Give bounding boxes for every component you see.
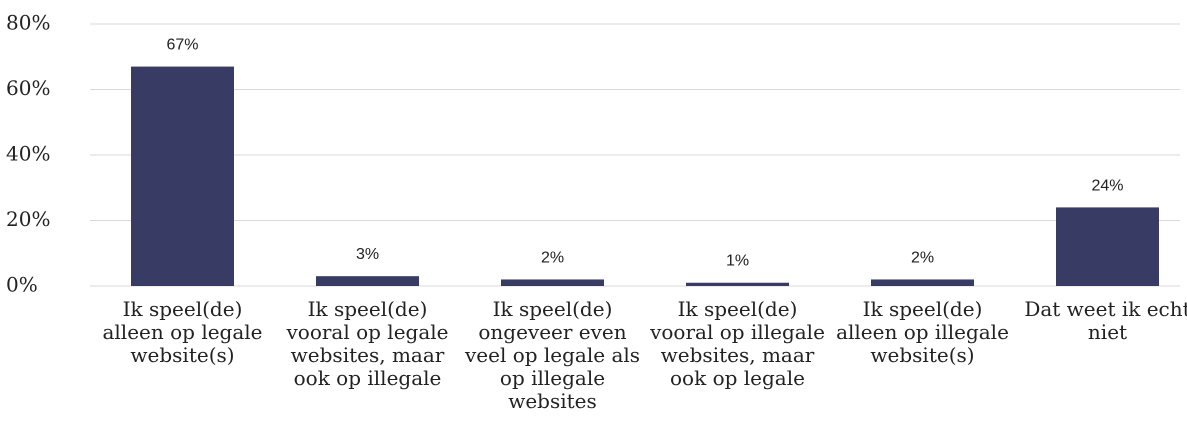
y-tick-label: 20% <box>6 207 50 231</box>
bar <box>316 276 419 286</box>
bar <box>871 279 974 286</box>
value-label: 2% <box>541 249 564 266</box>
x-tick-label: Ik speel(de) vooral op illegale websites… <box>650 297 825 390</box>
bar <box>501 279 604 286</box>
bar <box>131 66 234 286</box>
x-tick-label: Ik speel(de) alleen op legale website(s) <box>102 297 263 367</box>
value-label: 67% <box>166 37 198 54</box>
x-tick-label: Ik speel(de) vooral op legale websites, … <box>286 297 449 390</box>
y-tick-label: 40% <box>6 142 50 166</box>
x-tick-label: Dat weet ik echt niet <box>1024 297 1187 344</box>
bar <box>1056 207 1159 286</box>
value-label: 3% <box>356 246 379 263</box>
y-tick-label: 60% <box>6 76 50 100</box>
bar <box>686 282 789 286</box>
y-tick-label: 0% <box>6 273 38 297</box>
value-label: 2% <box>911 249 934 266</box>
value-label: 1% <box>726 253 749 270</box>
x-tick-label: Ik speel(de) alleen op illegale website(… <box>836 297 1009 367</box>
value-label: 24% <box>1091 177 1123 194</box>
y-tick-label: 80% <box>6 11 50 35</box>
x-tick-label: Ik speel(de) ongeveer even veel op legal… <box>464 297 641 413</box>
